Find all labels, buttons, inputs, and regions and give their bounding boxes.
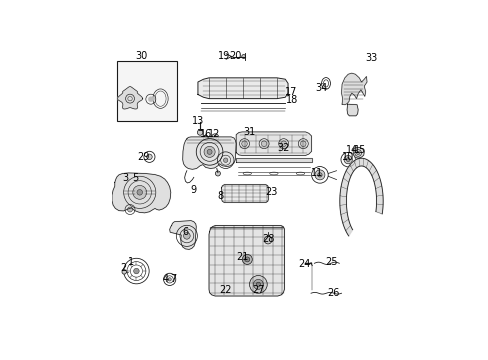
Text: 33: 33 [365,53,377,63]
Text: 31: 31 [243,127,255,137]
Circle shape [137,190,142,195]
Text: 14: 14 [345,145,357,155]
Circle shape [253,279,263,289]
Polygon shape [183,137,236,169]
Text: 16: 16 [200,129,212,139]
Polygon shape [208,226,284,296]
Circle shape [197,130,203,135]
Circle shape [127,207,132,212]
Text: 20: 20 [229,51,241,61]
Polygon shape [341,73,366,105]
Text: 18: 18 [285,95,297,105]
Text: 5: 5 [132,174,139,184]
Text: 17: 17 [285,87,297,97]
Polygon shape [117,86,142,109]
Text: 9: 9 [190,185,197,195]
Circle shape [317,173,322,177]
Circle shape [344,156,352,164]
Text: 22: 22 [219,285,231,296]
Text: 12: 12 [208,129,220,139]
Ellipse shape [269,172,278,175]
Text: 23: 23 [264,187,277,197]
Text: 27: 27 [252,285,264,296]
Text: 28: 28 [262,234,274,244]
Text: 11: 11 [310,168,323,179]
Text: 15: 15 [353,145,366,155]
Circle shape [148,97,153,102]
Circle shape [183,233,190,239]
Text: 10: 10 [342,152,354,162]
Circle shape [223,158,227,162]
Circle shape [280,141,286,147]
Circle shape [242,255,252,264]
Polygon shape [352,148,364,158]
Text: 2: 2 [120,263,126,273]
Text: 13: 13 [191,116,203,126]
Text: 30: 30 [135,51,147,61]
Polygon shape [112,173,170,213]
Circle shape [133,185,146,199]
Circle shape [207,149,212,154]
Text: 4: 4 [163,274,169,284]
Circle shape [215,171,220,176]
Circle shape [300,141,305,147]
Text: 21: 21 [236,252,248,262]
Circle shape [256,282,260,287]
Circle shape [168,278,171,281]
Polygon shape [198,78,287,99]
Circle shape [203,135,208,140]
Circle shape [314,170,324,180]
Polygon shape [236,158,311,162]
Polygon shape [169,221,196,249]
Circle shape [244,257,249,262]
Ellipse shape [243,172,251,175]
Circle shape [264,236,271,244]
Text: 19: 19 [218,51,230,61]
Circle shape [122,270,126,274]
Circle shape [356,151,359,155]
Polygon shape [339,158,383,236]
Text: 32: 32 [277,143,289,153]
Circle shape [241,141,247,147]
Polygon shape [221,185,268,203]
Bar [117,61,176,121]
Ellipse shape [296,172,304,175]
Circle shape [249,275,267,293]
Circle shape [261,141,266,147]
Polygon shape [236,132,311,156]
Text: 29: 29 [138,152,150,162]
Text: 25: 25 [324,257,337,267]
Text: 8: 8 [217,191,223,201]
Text: 24: 24 [298,258,310,269]
Text: 34: 34 [315,82,327,93]
Polygon shape [346,104,357,116]
Circle shape [203,146,215,157]
Circle shape [213,135,217,139]
Text: 26: 26 [327,288,339,298]
Text: 6: 6 [182,227,188,237]
Circle shape [146,154,152,159]
Circle shape [346,158,349,162]
Circle shape [241,55,245,58]
Text: 7: 7 [170,274,176,284]
Text: 1: 1 [127,257,134,267]
Text: 3: 3 [122,174,128,184]
Circle shape [133,268,139,274]
